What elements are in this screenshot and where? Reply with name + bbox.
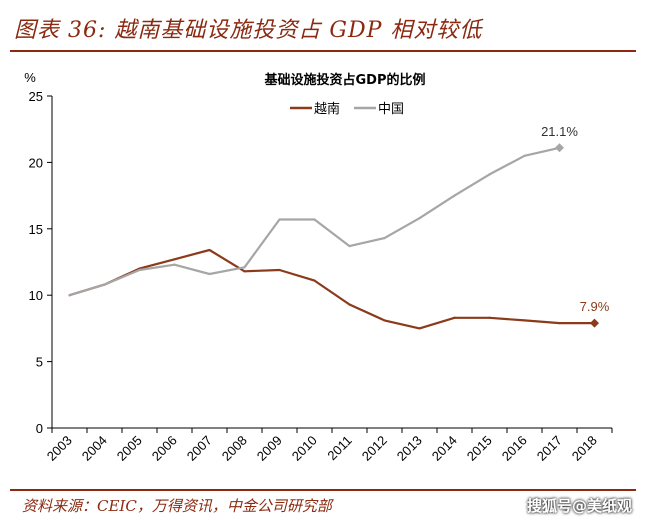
data-point [278,218,281,221]
data-point [313,279,316,282]
title-divider [10,50,636,52]
x-tick-label: 2004 [79,433,110,464]
footer-divider [10,489,636,491]
x-tick-label: 2018 [569,433,600,464]
data-point [418,217,421,220]
data-point [523,154,526,157]
data-point [348,303,351,306]
data-point [348,244,351,248]
data-point [453,316,456,319]
x-tick-label: 2016 [499,433,530,464]
x-tick-label: 2006 [149,433,180,464]
y-tick-label: 0 [36,421,43,436]
y-tick-label: 5 [36,355,43,370]
end-marker [555,143,564,153]
x-tick-label: 2013 [394,433,425,464]
y-tick-label: 15 [29,222,43,237]
x-tick-label: 2005 [114,433,145,464]
data-point [68,294,71,297]
data-point [383,319,386,322]
legend-label: 中国 [378,102,404,117]
end-data-label: 21.1% [541,124,578,139]
data-point [558,321,561,325]
series-line-0 [69,248,595,330]
data-point [523,319,526,322]
watermark: 搜狐号@美纸观 [526,497,632,515]
data-point [138,268,141,272]
data-point [453,194,456,197]
data-point [173,263,176,266]
data-point [278,268,281,272]
x-tick-label: 2014 [429,433,460,464]
legend: 越南 中国 [290,101,404,117]
x-tick-label: 2009 [254,433,285,464]
source-note: 资料来源：CEIC，万得资讯，中金公司研究部 [22,497,332,515]
data-point [208,248,211,252]
chart-title: 基础设施投资占GDP的比例 [264,72,426,88]
end-marker [590,318,599,328]
end-data-label: 7.9% [580,299,610,314]
x-tick-label: 2010 [289,433,320,464]
figure-title: 图表 36: 越南基础设施投资占 GDP 相对较低 [14,18,483,43]
series-line-1 [69,146,560,297]
data-point [313,218,316,221]
data-point [208,272,211,276]
y-tick-label: 20 [29,155,43,170]
data-point [173,258,176,261]
y-tick-label: 10 [29,288,43,303]
y-axis-unit: % [24,70,36,85]
data-point [243,270,246,273]
x-tick-label: 2007 [184,433,215,464]
x-tick-label: 2008 [219,433,250,464]
x-tick-label: 2015 [464,433,495,464]
x-tick-label: 2012 [359,433,390,464]
data-point [488,173,491,176]
x-tick-label: 2003 [44,433,75,464]
y-tick-label: 25 [29,89,43,104]
data-point [488,316,491,319]
data-point [383,236,386,240]
data-point [243,266,246,269]
data-point [103,283,106,286]
series-layer: 7.9% 21.1% [68,124,610,330]
x-tick-label: 2017 [534,433,565,464]
legend-label: 越南 [314,101,340,117]
x-tick-label: 2011 [324,433,354,463]
data-point [418,327,421,330]
